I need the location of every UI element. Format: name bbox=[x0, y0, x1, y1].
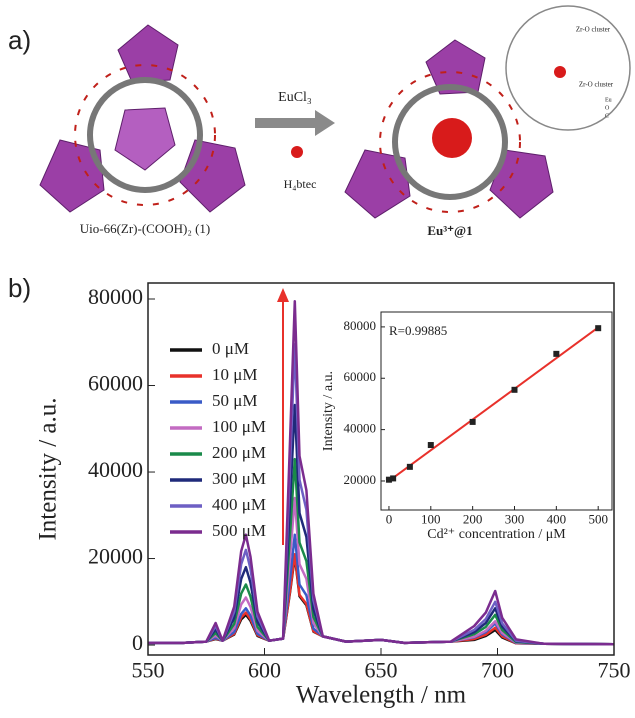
x-tick-label: 300 bbox=[505, 511, 525, 526]
data-point bbox=[511, 386, 518, 393]
data-point bbox=[390, 475, 397, 482]
eu-ion bbox=[432, 118, 472, 158]
panel-label: a) bbox=[8, 25, 31, 55]
data-point bbox=[553, 350, 560, 357]
x-axis-label: Cd²⁺ concentration / μM bbox=[427, 527, 566, 542]
x-tick-label: 200 bbox=[463, 511, 483, 526]
y-axis-label: Intensity / a.u. bbox=[321, 371, 336, 451]
atom bbox=[554, 66, 566, 78]
legend-label: 0 μM bbox=[212, 339, 249, 358]
trend-arrow-head bbox=[277, 288, 289, 302]
mof-right bbox=[344, 39, 554, 219]
data-point bbox=[469, 418, 476, 425]
y-tick-label: 40000 bbox=[88, 457, 143, 482]
legend-label: 500 μM bbox=[212, 521, 266, 540]
zoom-label: Zr-O cluster bbox=[579, 81, 614, 89]
x-tick-label: 400 bbox=[547, 511, 567, 526]
legend-label: 400 μM bbox=[212, 495, 266, 514]
polyhedron bbox=[117, 24, 179, 83]
polyhedron bbox=[489, 149, 554, 219]
plot-frame bbox=[380, 311, 613, 511]
mof-left bbox=[39, 24, 246, 213]
spectrum-line bbox=[148, 299, 615, 646]
linker-ring bbox=[392, 84, 508, 200]
data-point bbox=[427, 442, 434, 449]
polyhedron bbox=[114, 107, 176, 171]
legend-label: 200 μM bbox=[212, 443, 266, 462]
spectrum-line bbox=[148, 457, 615, 646]
data-point bbox=[595, 325, 602, 332]
legend-label: 50 μM bbox=[212, 391, 257, 410]
x-axis-label: Wavelength / nm bbox=[296, 682, 467, 709]
legend-label: 10 μM bbox=[212, 365, 257, 384]
plot-frame bbox=[147, 282, 615, 656]
zoom-label: Zr-O cluster bbox=[576, 26, 611, 34]
y-tick-label: 40000 bbox=[344, 421, 377, 436]
data-point bbox=[385, 476, 392, 483]
y-axis-label: Intensity / a.u. bbox=[35, 397, 62, 540]
spectrum-line bbox=[148, 403, 615, 646]
linker: H₄btec bbox=[284, 177, 317, 191]
caption: Uio-66(Zr)-(COOH)₂ (1) bbox=[80, 221, 211, 236]
x-tick-label: 100 bbox=[421, 511, 441, 526]
zoom-inset: Zr-O cluster Zr-O cluster Eu O C bbox=[505, 5, 631, 131]
x-tick-label: 0 bbox=[386, 511, 393, 526]
caption: Eu³⁺@1 bbox=[427, 223, 472, 238]
linker-ring bbox=[87, 77, 203, 193]
polyhedron bbox=[425, 39, 486, 95]
y-tick-label: 80000 bbox=[88, 284, 143, 309]
zoom-key: O bbox=[605, 105, 610, 111]
x-tick-label: 500 bbox=[588, 511, 608, 526]
zoom-key: C bbox=[605, 113, 609, 119]
x-tick-label: 750 bbox=[598, 658, 631, 683]
y-tick-label: 80000 bbox=[344, 318, 377, 333]
x-tick-label: 550 bbox=[132, 658, 165, 683]
zoom-key: Eu bbox=[605, 97, 612, 103]
y-tick-label: 60000 bbox=[344, 369, 377, 384]
y-tick-label: 20000 bbox=[88, 544, 143, 569]
carboxyl bbox=[74, 64, 216, 206]
y-tick-label: 20000 bbox=[344, 472, 377, 487]
legend-label: 300 μM bbox=[212, 469, 266, 488]
legend-label: 100 μM bbox=[212, 417, 266, 436]
panel-a: a) Uio-66(Zr)-(COOH)₂ (1) EuCl₃ H₄btec E… bbox=[8, 5, 631, 238]
x-tick-label: 700 bbox=[481, 658, 514, 683]
panel-label: b) bbox=[8, 273, 31, 303]
eu-ion bbox=[291, 146, 303, 158]
carboxyl bbox=[379, 71, 521, 213]
zoom-circle bbox=[505, 5, 631, 131]
annotation: R=0.99885 bbox=[389, 323, 447, 338]
y-tick-label: 0 bbox=[132, 630, 143, 655]
fit-line bbox=[388, 326, 599, 482]
x-tick-label: 650 bbox=[365, 658, 398, 683]
x-tick-label: 600 bbox=[248, 658, 281, 683]
arrow bbox=[255, 110, 335, 136]
data-point bbox=[406, 463, 413, 470]
reagent: EuCl₃ bbox=[278, 90, 312, 105]
spectrum-line bbox=[148, 496, 615, 646]
y-tick-label: 60000 bbox=[88, 371, 143, 396]
